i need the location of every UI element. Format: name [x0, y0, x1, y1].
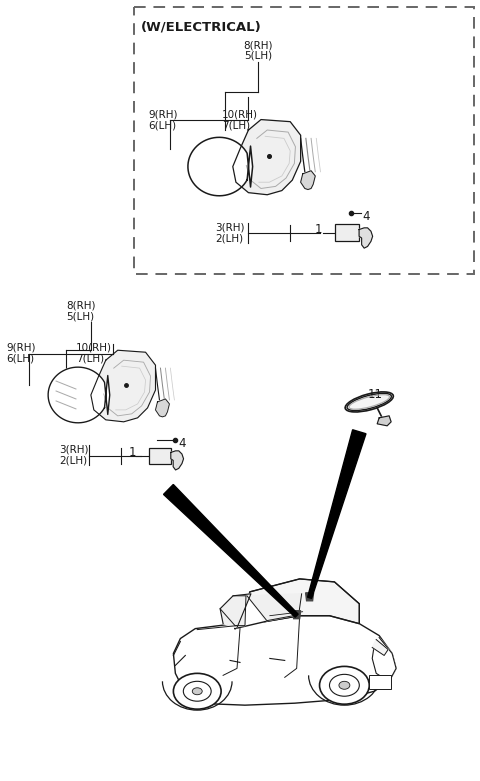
- Polygon shape: [220, 594, 251, 628]
- Ellipse shape: [173, 673, 221, 709]
- Text: 3(RH): 3(RH): [59, 444, 88, 455]
- Polygon shape: [173, 615, 396, 705]
- Text: 2(LH): 2(LH): [215, 234, 243, 244]
- Polygon shape: [247, 594, 301, 621]
- Polygon shape: [359, 228, 372, 248]
- Bar: [369, 676, 391, 690]
- Text: 11: 11: [367, 388, 382, 401]
- Text: 1: 1: [129, 446, 136, 459]
- Bar: [148, 448, 171, 464]
- Text: 7(LH): 7(LH): [76, 353, 104, 363]
- Polygon shape: [306, 593, 313, 601]
- Text: 6(LH): 6(LH): [148, 120, 177, 130]
- Polygon shape: [308, 430, 366, 598]
- Text: 3(RH): 3(RH): [215, 223, 245, 233]
- Text: 4: 4: [179, 437, 186, 450]
- Ellipse shape: [183, 681, 211, 701]
- Text: 5(LH): 5(LH): [244, 51, 272, 61]
- Polygon shape: [220, 596, 246, 626]
- Text: 2(LH): 2(LH): [59, 455, 87, 465]
- Text: 7(LH): 7(LH): [222, 120, 250, 130]
- Text: 1: 1: [314, 223, 322, 237]
- Polygon shape: [377, 415, 391, 426]
- Text: 8(RH): 8(RH): [66, 301, 96, 311]
- Polygon shape: [250, 579, 360, 624]
- Polygon shape: [156, 399, 169, 417]
- Ellipse shape: [320, 666, 369, 704]
- Polygon shape: [164, 484, 298, 617]
- Ellipse shape: [345, 392, 393, 412]
- Polygon shape: [293, 611, 300, 619]
- Text: 6(LH): 6(LH): [6, 353, 35, 363]
- Polygon shape: [233, 119, 300, 194]
- Text: 10(RH): 10(RH): [76, 342, 112, 352]
- Text: 10(RH): 10(RH): [222, 109, 258, 119]
- Polygon shape: [372, 637, 396, 681]
- Ellipse shape: [339, 681, 350, 690]
- Text: 4: 4: [362, 210, 370, 223]
- Polygon shape: [188, 137, 252, 196]
- Polygon shape: [235, 579, 360, 629]
- Text: 9(RH): 9(RH): [6, 342, 36, 352]
- Polygon shape: [372, 640, 388, 655]
- Ellipse shape: [329, 674, 360, 696]
- Polygon shape: [91, 350, 156, 422]
- Polygon shape: [171, 451, 183, 470]
- Text: 8(RH): 8(RH): [243, 40, 273, 50]
- FancyBboxPatch shape: [133, 7, 474, 273]
- Text: 9(RH): 9(RH): [148, 109, 178, 119]
- Text: (W/ELECTRICAL): (W/ELECTRICAL): [141, 20, 261, 33]
- Polygon shape: [300, 171, 315, 190]
- Text: 5(LH): 5(LH): [66, 312, 94, 322]
- Ellipse shape: [192, 688, 202, 695]
- Polygon shape: [48, 367, 110, 423]
- Bar: [336, 224, 359, 241]
